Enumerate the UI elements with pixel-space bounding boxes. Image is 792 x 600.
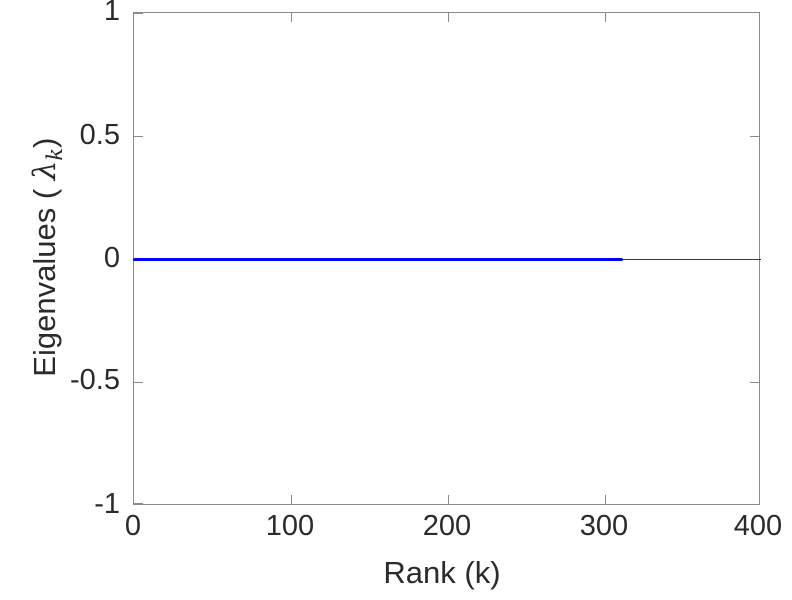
y-axis-title-suffix: ) <box>26 137 62 148</box>
ytick-label-1: 1 <box>103 0 120 27</box>
xtick-label-200: 200 <box>422 510 472 542</box>
ytick-label-0-5: 0.5 <box>79 119 120 151</box>
ytick-mark-1 <box>134 13 143 14</box>
xtick-label-300: 300 <box>579 510 629 542</box>
xtick-mark-300 <box>605 495 606 504</box>
y-axis-title: Eigenvalues ( λk) <box>26 0 72 537</box>
xtick-mark-200 <box>448 495 449 504</box>
ytick-mark-neg-1 <box>134 503 143 504</box>
x-axis-title: Rank (k) <box>0 556 792 590</box>
zero-axis-line <box>621 259 761 260</box>
ytick-mark-neg-0-5 <box>134 382 143 383</box>
ytick-mark-right-neg-0-5 <box>750 382 759 383</box>
lambda-subscript: k <box>43 147 68 161</box>
xtick-label-100: 100 <box>265 510 315 542</box>
xtick-mark-top-300 <box>605 13 606 22</box>
xtick-label-400: 400 <box>733 510 783 542</box>
ytick-label-neg-0-5: -0.5 <box>70 364 120 396</box>
ytick-mark-0-5 <box>134 136 143 137</box>
xtick-mark-top-200 <box>448 13 449 22</box>
xtick-label-0: 0 <box>124 510 142 542</box>
eigenvalue-series-line <box>133 258 623 261</box>
y-axis-title-prefix: Eigenvalues ( <box>26 188 62 377</box>
lambda-symbol: λ <box>26 160 63 181</box>
xtick-mark-top-100 <box>291 13 292 22</box>
ytick-label-neg-1: -1 <box>94 488 120 520</box>
x-axis-title-text: Rank (k) <box>383 555 501 590</box>
ytick-mark-right-0-5 <box>750 136 759 137</box>
ytick-label-0: 0 <box>103 242 120 274</box>
plot-area <box>133 12 761 505</box>
xtick-mark-100 <box>291 495 292 504</box>
